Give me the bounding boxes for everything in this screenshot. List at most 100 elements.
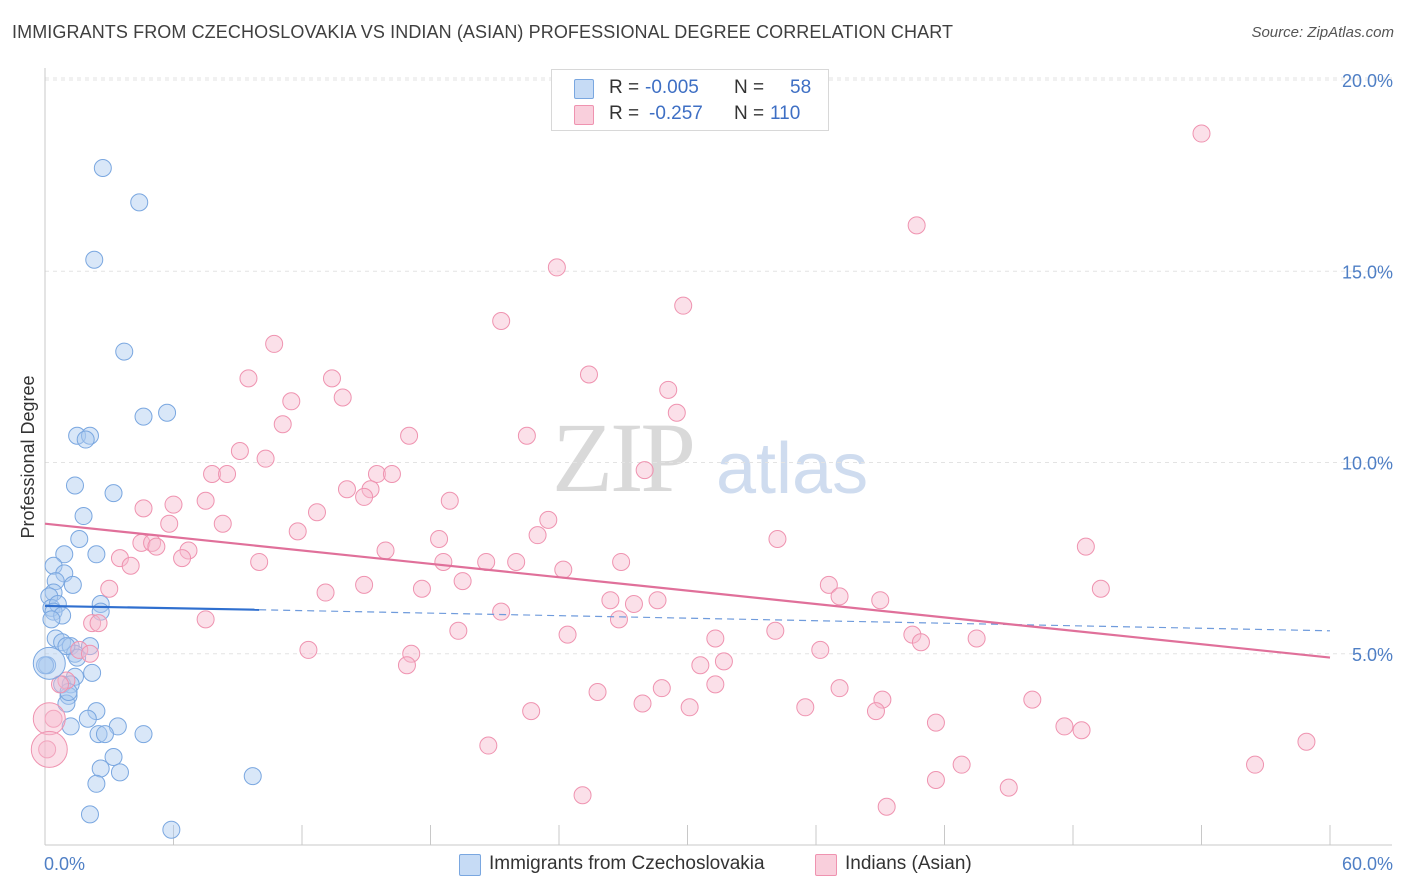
point-indians <box>397 656 416 675</box>
legend-n-value: 58 <box>790 77 812 98</box>
point-indians <box>558 625 577 644</box>
legend-n-value: 110 <box>770 103 801 124</box>
point-indians <box>361 480 380 499</box>
point-czechoslovakia <box>57 694 76 713</box>
point-indians <box>273 415 292 434</box>
point-czechoslovakia <box>70 530 89 548</box>
point-indians <box>517 426 536 445</box>
point-czechoslovakia <box>55 545 74 564</box>
point-indians <box>282 392 301 411</box>
legend-n-label: N = <box>734 103 765 124</box>
point-czechoslovakia <box>65 476 84 495</box>
point-indians <box>659 380 678 399</box>
point-indians <box>714 652 733 671</box>
point-indians <box>691 656 710 675</box>
point-indians <box>573 786 592 805</box>
point-indians <box>430 530 449 548</box>
point-indians <box>1076 537 1095 556</box>
point-indians <box>507 552 526 571</box>
point-indians <box>160 514 179 533</box>
data-points <box>30 124 1316 839</box>
point-czechoslovakia <box>46 572 65 591</box>
point-czechoslovakia <box>243 767 262 786</box>
point-indians <box>547 258 566 277</box>
point-czechoslovakia <box>110 763 129 782</box>
point-czechoslovakia <box>87 545 106 564</box>
point-czechoslovakia <box>104 484 123 503</box>
point-indians <box>612 552 631 571</box>
point-czechoslovakia <box>80 805 99 824</box>
point-indians <box>492 311 511 330</box>
legend-r-value: -0.005 <box>645 77 699 98</box>
point-indians <box>528 526 547 545</box>
source-label: Source: ZipAtlas.com <box>1251 24 1394 41</box>
point-indians <box>1072 721 1091 740</box>
legend-swatch-blue <box>574 79 594 99</box>
watermark-zip: ZIP <box>552 402 696 513</box>
point-indians <box>121 556 140 575</box>
point-indians <box>796 698 815 717</box>
y-axis-label: Professional Degree <box>18 375 38 538</box>
y-tick-label: 20.0% <box>1342 71 1393 91</box>
point-indians-cluster <box>30 730 68 768</box>
point-indians <box>477 552 496 571</box>
point-indians <box>89 614 108 633</box>
point-indians <box>706 675 725 694</box>
grid-lines <box>45 77 1392 655</box>
point-indians <box>999 778 1018 797</box>
point-czechoslovakia <box>68 426 87 445</box>
y-tick-label: 15.0% <box>1342 262 1393 282</box>
point-indians <box>633 694 652 713</box>
point-czechoslovakia-cluster <box>32 646 66 680</box>
point-indians <box>288 522 307 541</box>
point-indians <box>680 698 699 717</box>
point-indians <box>196 491 215 510</box>
point-czechoslovakia <box>78 709 97 728</box>
point-indians <box>539 510 558 529</box>
point-indians <box>866 702 885 721</box>
point-indians <box>624 595 643 614</box>
y-tick-label: 5.0% <box>1352 645 1393 665</box>
point-czechoslovakia <box>36 656 54 675</box>
point-indians <box>926 713 945 732</box>
chart-title: IMMIGRANTS FROM CZECHOSLOVAKIA VS INDIAN… <box>12 22 954 42</box>
point-indians <box>110 549 129 568</box>
axes <box>44 68 1392 846</box>
point-indians <box>819 575 838 594</box>
point-indians <box>80 644 99 663</box>
point-czechoslovakia <box>42 610 61 629</box>
bottom-legend-label: Indians (Asian) <box>845 853 972 874</box>
point-czechoslovakia <box>63 575 82 594</box>
legend-r-label: R = <box>609 103 640 124</box>
point-czechoslovakia <box>162 820 181 839</box>
point-indians <box>768 530 787 548</box>
point-indians <box>299 640 318 659</box>
bottom-legend-swatch-pink <box>815 854 837 876</box>
point-czechoslovakia <box>91 759 110 778</box>
point-czechoslovakia <box>44 556 63 575</box>
point-indians <box>609 610 628 629</box>
point-indians <box>911 633 930 652</box>
point-indians <box>449 621 468 640</box>
point-czechoslovakia <box>134 407 153 426</box>
point-indians <box>355 487 374 506</box>
point-indians <box>830 587 849 606</box>
point-czechoslovakia <box>44 602 63 621</box>
point-indians <box>147 537 166 556</box>
x-tick-label: 60.0% <box>1342 854 1393 874</box>
point-indians <box>674 296 693 315</box>
point-indians <box>322 369 341 388</box>
point-indians <box>579 365 598 384</box>
point-czechoslovakia <box>80 637 99 656</box>
y-tick-label: 10.0% <box>1342 454 1393 474</box>
point-indians <box>38 740 57 759</box>
legend-n-label: N = <box>734 77 765 98</box>
point-czechoslovakia <box>61 717 80 736</box>
point-indians <box>100 579 119 598</box>
point-indians <box>44 709 63 728</box>
point-indians <box>588 683 607 701</box>
point-czechoslovakia <box>89 725 108 744</box>
point-indians <box>164 495 183 514</box>
point-czechoslovakia <box>115 342 134 361</box>
